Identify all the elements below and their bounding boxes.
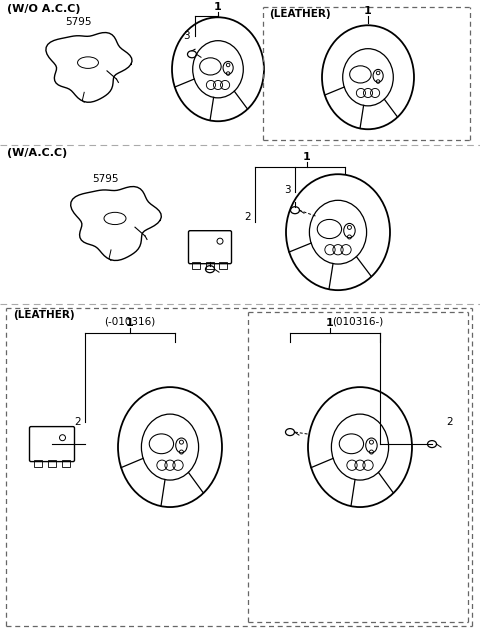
Bar bbox=[219, 262, 227, 269]
Text: (LEATHER): (LEATHER) bbox=[269, 9, 331, 20]
Text: 5795: 5795 bbox=[92, 174, 119, 184]
Text: 1: 1 bbox=[303, 152, 311, 162]
Text: (W/A.C.C): (W/A.C.C) bbox=[7, 149, 67, 158]
Text: 2: 2 bbox=[74, 417, 81, 427]
Text: (-010316): (-010316) bbox=[104, 316, 156, 326]
Text: 3: 3 bbox=[183, 31, 190, 41]
Text: (W/O A.C.C): (W/O A.C.C) bbox=[7, 4, 81, 15]
Bar bbox=[34, 460, 42, 467]
Bar bbox=[206, 262, 214, 269]
Text: 5795: 5795 bbox=[65, 17, 92, 27]
Bar bbox=[61, 460, 70, 467]
Text: (010316-): (010316-) bbox=[332, 316, 384, 326]
Text: 2: 2 bbox=[244, 212, 251, 222]
Text: 1: 1 bbox=[364, 6, 372, 16]
Bar bbox=[192, 262, 201, 269]
Bar bbox=[48, 460, 56, 467]
Text: 1: 1 bbox=[326, 318, 334, 328]
Text: 3: 3 bbox=[284, 185, 290, 195]
Text: 1: 1 bbox=[214, 3, 222, 12]
Text: 1: 1 bbox=[126, 318, 134, 328]
Text: 2: 2 bbox=[446, 417, 453, 427]
Text: (LEATHER): (LEATHER) bbox=[13, 310, 74, 320]
